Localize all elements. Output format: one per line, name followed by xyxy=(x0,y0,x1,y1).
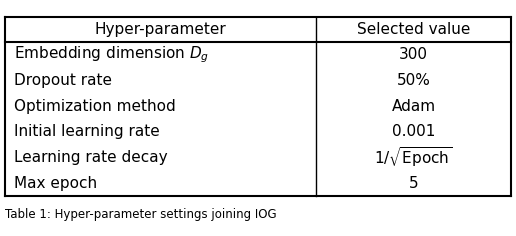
Text: 300: 300 xyxy=(399,47,428,63)
Text: Max epoch: Max epoch xyxy=(14,176,98,190)
Text: Adam: Adam xyxy=(392,99,436,114)
Text: Selected value: Selected value xyxy=(357,22,470,37)
Text: 50%: 50% xyxy=(397,73,430,88)
Text: Initial learning rate: Initial learning rate xyxy=(14,124,160,139)
Text: Hyper-parameter: Hyper-parameter xyxy=(95,22,227,37)
Text: $1/\sqrt{\mathrm{Epoch}}$: $1/\sqrt{\mathrm{Epoch}}$ xyxy=(374,145,453,169)
Text: 5: 5 xyxy=(409,176,418,190)
Text: Dropout rate: Dropout rate xyxy=(14,73,112,88)
Text: 0.001: 0.001 xyxy=(392,124,435,139)
Text: Optimization method: Optimization method xyxy=(14,99,176,114)
Text: Table 1: Hyper-parameter settings joining IOG: Table 1: Hyper-parameter settings joinin… xyxy=(5,208,277,221)
Text: Embedding dimension $D_g$: Embedding dimension $D_g$ xyxy=(14,45,209,65)
Text: Learning rate decay: Learning rate decay xyxy=(14,150,168,165)
